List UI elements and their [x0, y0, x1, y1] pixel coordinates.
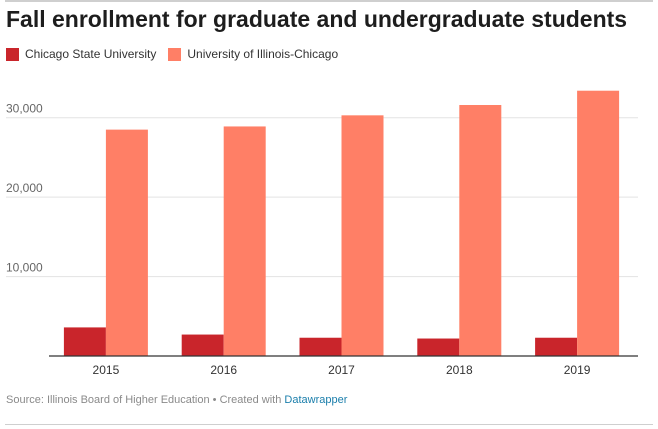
x-tick-label: 2017: [328, 363, 355, 377]
x-tick-label: 2016: [210, 363, 237, 377]
x-tick-label: 2018: [446, 363, 473, 377]
x-tick-label: 2015: [93, 363, 120, 377]
bar-uic-2017: [341, 115, 384, 357]
legend-swatch-chicago-state: [6, 47, 19, 61]
bar-chicago-state-2015: [63, 327, 106, 356]
bar-chart: 10,000 20,000 30,000 2015 2016 2017 2018 2019: [6, 90, 638, 377]
source-note: Source: Illinois Board of Higher Educati…: [6, 394, 285, 406]
y-tick-label: 20,000: [6, 181, 43, 195]
y-tick-label: 30,000: [6, 102, 43, 116]
bar-chicago-state-2019: [535, 337, 578, 356]
legend-item-uic: University of Illinois-Chicago: [168, 47, 338, 61]
bar-uic-2016: [223, 126, 266, 356]
footer: Source: Illinois Board of Higher Educati…: [6, 394, 347, 406]
legend-item-chicago-state: Chicago State University: [6, 47, 156, 61]
bar-uic-2015: [105, 129, 148, 356]
bar-chicago-state-2016: [181, 334, 224, 356]
legend: Chicago State University University of I…: [6, 47, 350, 61]
x-tick-label: 2019: [564, 363, 591, 377]
legend-swatch-uic: [168, 47, 182, 61]
chart-title: Fall enrollment for graduate and undergr…: [6, 6, 628, 32]
y-tick-label: 10,000: [6, 261, 43, 275]
bar-chicago-state-2018: [417, 338, 460, 356]
bottom-rule: [5, 424, 653, 425]
top-rule: [5, 0, 653, 2]
bar-chicago-state-2017: [299, 337, 342, 356]
datawrapper-link[interactable]: Datawrapper: [284, 394, 348, 406]
legend-label-chicago-state: Chicago State University: [25, 47, 157, 61]
bar-uic-2018: [459, 105, 502, 357]
legend-label-uic: University of Illinois-Chicago: [187, 47, 339, 61]
bar-uic-2019: [577, 90, 620, 357]
